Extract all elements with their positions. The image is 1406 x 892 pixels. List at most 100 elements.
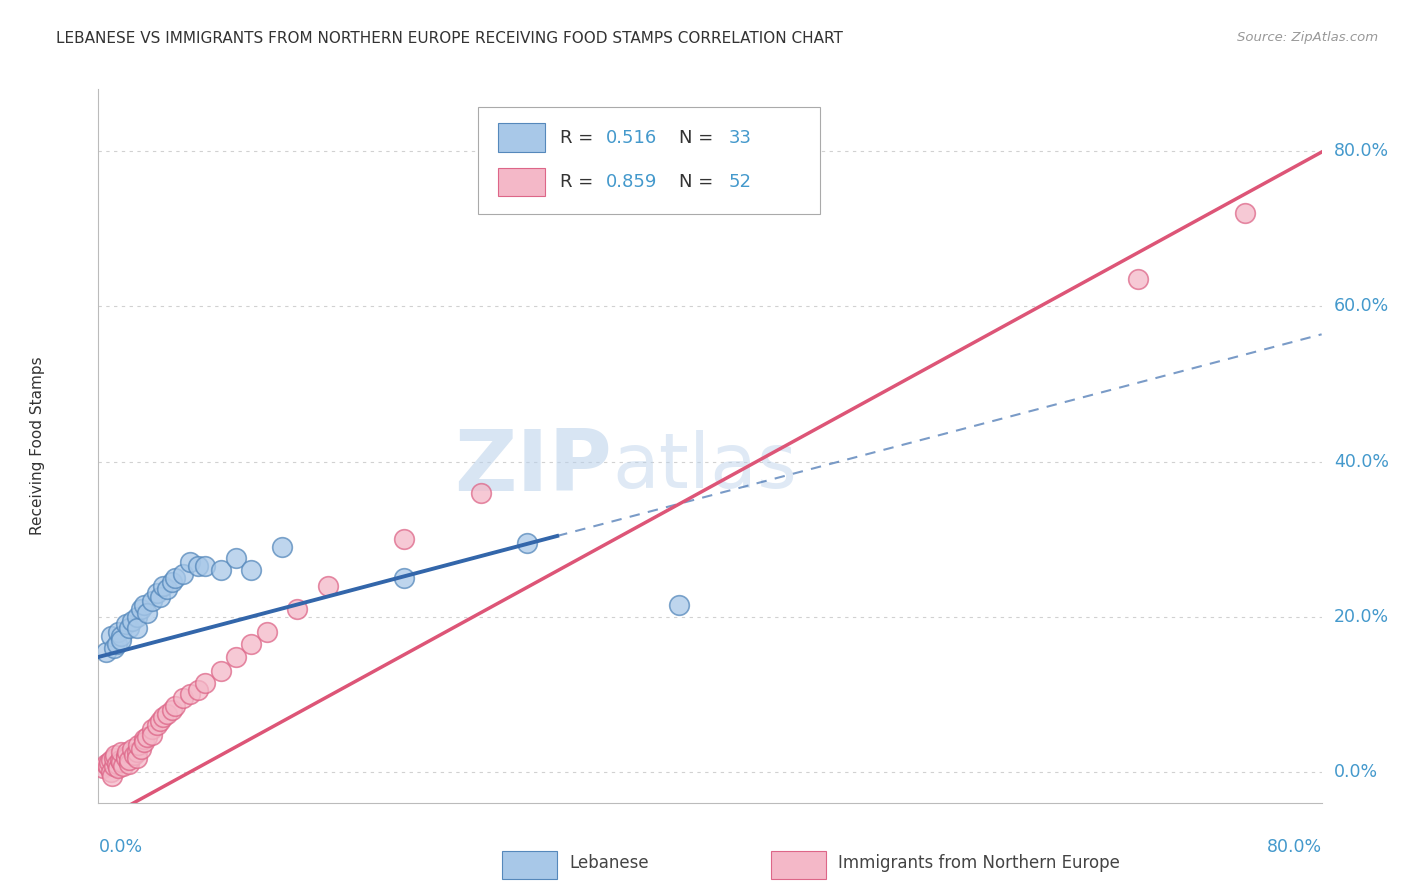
Point: [111, 758, 134, 772]
Point: [145, 586, 167, 600]
Point: [129, 602, 152, 616]
Point: [121, 741, 143, 756]
Point: [103, 640, 125, 655]
Point: [179, 687, 201, 701]
Point: [152, 710, 174, 724]
Point: [194, 675, 217, 690]
Point: [141, 594, 163, 608]
Point: [134, 732, 156, 747]
Point: [121, 614, 143, 628]
Point: [136, 606, 159, 620]
Text: N =: N =: [679, 128, 720, 146]
Point: [149, 714, 172, 729]
Point: [118, 753, 141, 767]
Text: 0.516: 0.516: [606, 128, 658, 146]
Point: [100, 753, 122, 767]
Point: [94, 757, 117, 772]
Point: [107, 625, 129, 640]
Point: [516, 536, 538, 550]
Text: 52: 52: [728, 173, 751, 191]
Point: [118, 621, 141, 635]
Point: [240, 637, 263, 651]
Point: [115, 749, 138, 764]
Point: [160, 574, 183, 589]
Point: [100, 764, 122, 779]
Point: [105, 757, 128, 772]
Point: [316, 579, 339, 593]
Bar: [498, 168, 546, 196]
Text: ZIP: ZIP: [454, 425, 612, 509]
Point: [103, 751, 125, 765]
Point: [160, 703, 183, 717]
Point: [392, 571, 416, 585]
Point: [172, 691, 194, 706]
Text: N =: N =: [679, 173, 720, 191]
Point: [285, 602, 308, 616]
Point: [122, 747, 145, 762]
Point: [110, 629, 132, 643]
Point: [115, 751, 138, 765]
Point: [136, 730, 159, 744]
Text: 60.0%: 60.0%: [1334, 297, 1389, 316]
Text: R =: R =: [560, 128, 599, 146]
Point: [105, 637, 128, 651]
Point: [141, 722, 163, 736]
Point: [270, 540, 292, 554]
Point: [110, 632, 132, 647]
Point: [225, 650, 247, 665]
Point: [129, 741, 152, 756]
Point: [149, 591, 172, 605]
Text: 80.0%: 80.0%: [1334, 142, 1389, 161]
Text: 0.859: 0.859: [606, 173, 658, 191]
Point: [127, 738, 149, 752]
Point: [225, 551, 247, 566]
Point: [91, 761, 114, 775]
Point: [110, 745, 132, 759]
Text: LEBANESE VS IMMIGRANTS FROM NORTHERN EUROPE RECEIVING FOOD STAMPS CORRELATION CH: LEBANESE VS IMMIGRANTS FROM NORTHERN EUR…: [56, 31, 844, 46]
Point: [156, 582, 179, 597]
Point: [179, 555, 201, 569]
Text: 80.0%: 80.0%: [1267, 838, 1322, 856]
Point: [125, 621, 148, 635]
Point: [104, 747, 127, 762]
Point: [134, 735, 156, 749]
Point: [100, 629, 122, 643]
Point: [172, 566, 194, 581]
Text: atlas: atlas: [612, 431, 797, 504]
Point: [101, 769, 124, 783]
Point: [134, 598, 156, 612]
FancyBboxPatch shape: [478, 107, 820, 214]
Point: [156, 706, 179, 721]
Point: [125, 751, 148, 765]
Text: Receiving Food Stamps: Receiving Food Stamps: [30, 357, 45, 535]
Point: [152, 579, 174, 593]
Point: [103, 758, 125, 772]
Point: [110, 756, 132, 770]
Point: [141, 727, 163, 741]
Point: [256, 625, 278, 640]
Point: [97, 758, 120, 772]
Point: [668, 598, 690, 612]
Point: [187, 683, 209, 698]
Point: [145, 718, 167, 732]
Point: [470, 485, 492, 500]
Point: [240, 563, 263, 577]
Bar: [502, 851, 557, 880]
Point: [125, 609, 148, 624]
Point: [392, 532, 416, 546]
Text: 20.0%: 20.0%: [1334, 607, 1389, 625]
Point: [194, 559, 217, 574]
Point: [1128, 272, 1150, 286]
Point: [108, 753, 131, 767]
Point: [163, 698, 186, 713]
Text: 0.0%: 0.0%: [98, 838, 142, 856]
Point: [209, 563, 232, 577]
Text: 33: 33: [728, 128, 751, 146]
Text: Immigrants from Northern Europe: Immigrants from Northern Europe: [838, 855, 1121, 872]
Point: [107, 761, 129, 775]
Text: R =: R =: [560, 173, 599, 191]
Point: [117, 745, 139, 759]
Point: [125, 745, 148, 759]
Point: [115, 617, 138, 632]
Text: Source: ZipAtlas.com: Source: ZipAtlas.com: [1237, 31, 1378, 45]
